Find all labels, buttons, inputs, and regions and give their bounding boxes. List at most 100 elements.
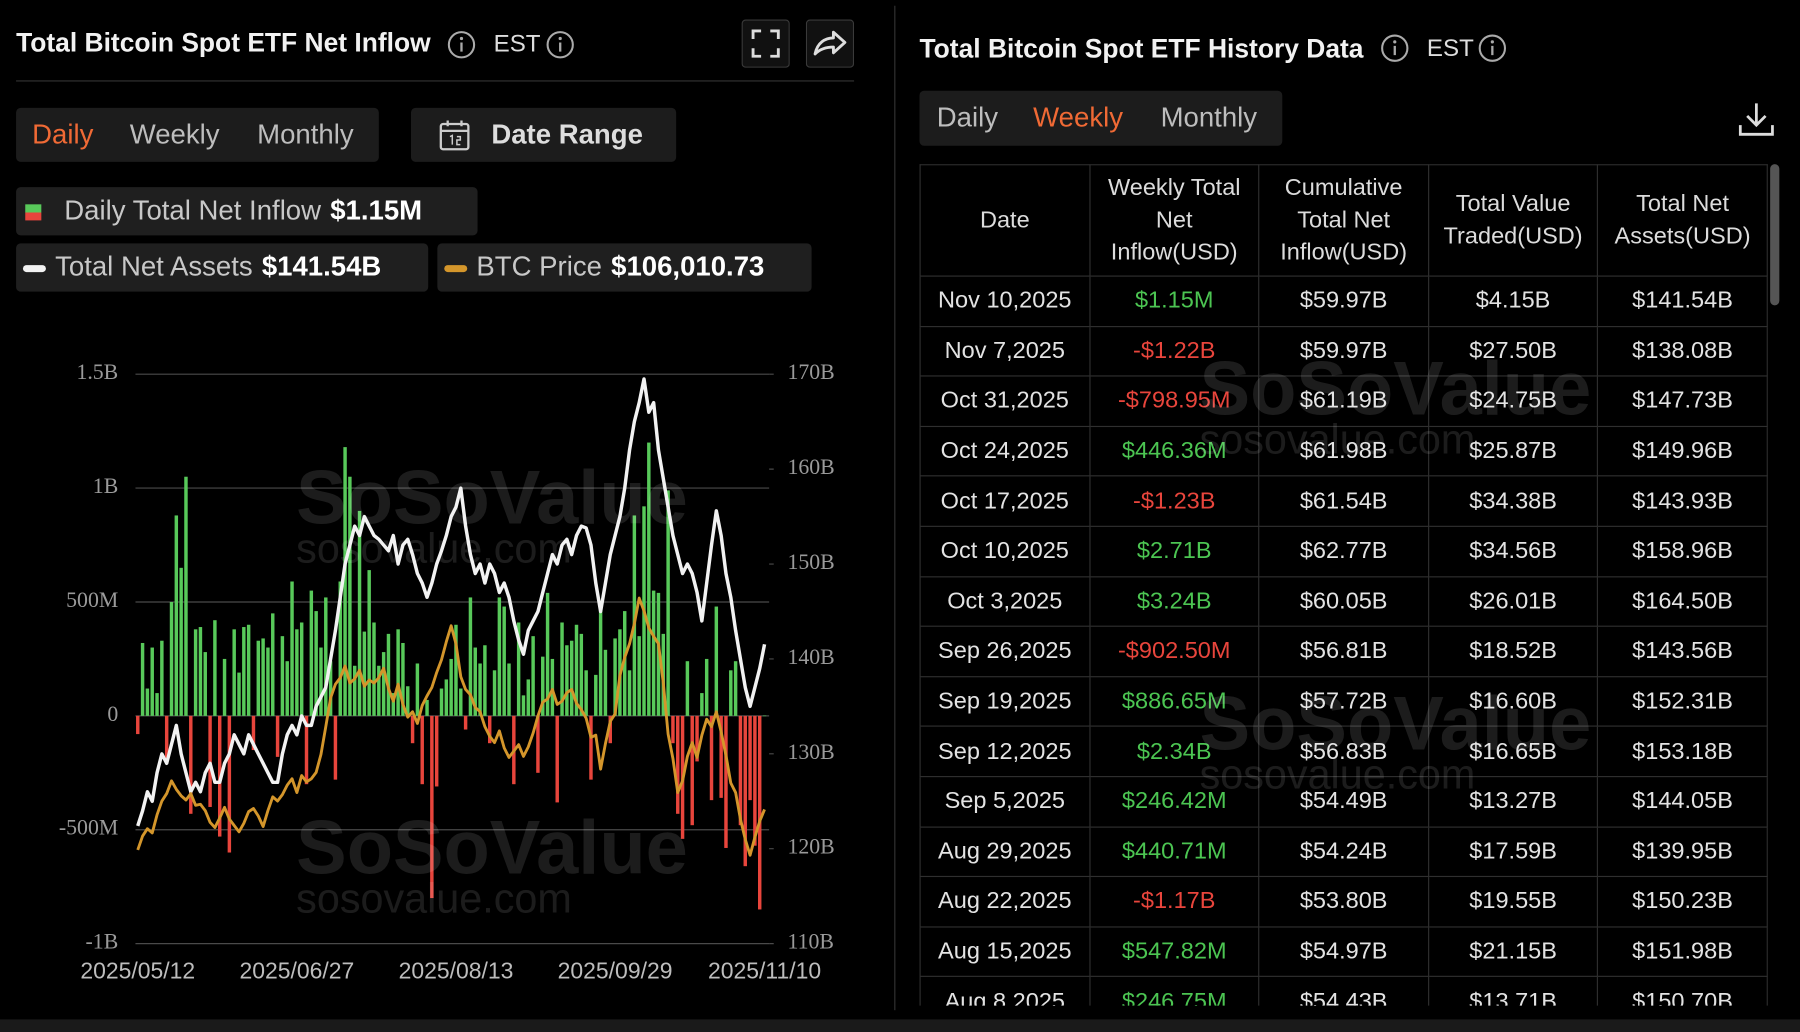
table-cell: $143.93B bbox=[1597, 475, 1768, 527]
bar bbox=[338, 581, 342, 716]
table-row[interactable]: Oct 17,2025 -$1.23B $61.54B $34.38B $143.93B bbox=[919, 475, 1768, 527]
bar bbox=[574, 624, 579, 716]
table-row[interactable]: Oct 10,2025 $2.71B $62.77B $34.56B $158.96B bbox=[919, 525, 1768, 577]
bar bbox=[401, 642, 405, 716]
table-cell: -$1.17B bbox=[1088, 876, 1260, 928]
bar bbox=[381, 652, 386, 716]
table-cell: Oct 17,2025 bbox=[919, 475, 1091, 527]
chart-title: Total Bitcoin Spot ETF Net Inflow bbox=[16, 27, 431, 58]
column-header[interactable]: Cumulative Total Net Inflow(USD) bbox=[1258, 164, 1429, 277]
bar bbox=[150, 647, 154, 716]
bar bbox=[724, 715, 728, 848]
tab[interactable]: Weekly bbox=[1033, 102, 1123, 134]
bar bbox=[232, 629, 236, 716]
tab[interactable]: Daily bbox=[32, 119, 94, 151]
table-cell: $25.87B bbox=[1427, 425, 1599, 477]
table-row[interactable]: Oct 3,2025 $3.24B $60.05B $26.01B $164.50B bbox=[919, 575, 1768, 627]
bar bbox=[647, 442, 651, 716]
table-cell: $4.15B bbox=[1427, 275, 1599, 327]
bar bbox=[280, 636, 285, 716]
bar bbox=[386, 633, 391, 716]
date-range-button[interactable]: Date Range bbox=[410, 107, 677, 162]
table-cell: $150.23B bbox=[1597, 876, 1768, 928]
share-button[interactable] bbox=[805, 19, 855, 68]
table-cell: $34.38B bbox=[1427, 475, 1599, 527]
table-row[interactable]: Aug 8,2025 $246.75M $54.43B $13.71B $150.70B bbox=[919, 976, 1768, 1006]
legend-item[interactable]: Total Net Assets $141.54B bbox=[16, 243, 429, 292]
fullscreen-button[interactable] bbox=[741, 19, 790, 68]
table-cell: $56.81B bbox=[1258, 625, 1429, 678]
table-cell: $246.75M bbox=[1088, 976, 1260, 1006]
bar bbox=[222, 658, 227, 716]
header-row: Date Weekly Total Net Inflow(USD) Cumulati… bbox=[919, 164, 1768, 277]
bar bbox=[410, 715, 415, 744]
download-button[interactable] bbox=[1736, 99, 1777, 140]
tab[interactable]: Daily bbox=[936, 102, 998, 134]
bar bbox=[348, 476, 352, 716]
bar bbox=[541, 656, 545, 716]
bar bbox=[333, 715, 338, 780]
bar bbox=[459, 688, 463, 716]
table-row[interactable]: Sep 26,2025 -$902.50M $56.81B $18.52B $143.5… bbox=[919, 625, 1768, 678]
table-row[interactable]: Sep 12,2025 $2.34B $56.83B $16.65B $153.18B bbox=[919, 725, 1768, 778]
y2-tick-label: 140B bbox=[787, 645, 834, 669]
tab[interactable]: Monthly bbox=[257, 119, 354, 151]
bar bbox=[507, 663, 511, 716]
table-row[interactable]: Oct 24,2025 $446.36M $61.98B $25.87B $149.96… bbox=[919, 425, 1768, 477]
table-cell: $141.54B bbox=[1597, 275, 1768, 327]
tab[interactable]: Weekly bbox=[129, 119, 220, 151]
x-tick-label: 2025/06/27 bbox=[239, 957, 354, 983]
bar bbox=[603, 649, 608, 716]
info-icon[interactable] bbox=[1477, 33, 1507, 63]
table-row[interactable]: Sep 19,2025 $886.65M $57.72B $16.60B $152.31… bbox=[919, 675, 1768, 728]
column-header[interactable]: Total Value Traded(USD) bbox=[1427, 164, 1599, 277]
bar bbox=[193, 629, 198, 716]
table-row[interactable]: Nov 10,2025 $1.15M $59.97B $4.15B $141.54B bbox=[919, 275, 1768, 327]
table-row[interactable]: Nov 7,2025 -$1.22B $59.97B $27.50B $138.08B bbox=[919, 325, 1768, 377]
info-icon[interactable] bbox=[545, 30, 575, 60]
bar bbox=[362, 631, 367, 716]
table-cell: Oct 31,2025 bbox=[919, 375, 1091, 427]
bar bbox=[613, 638, 617, 716]
column-header[interactable]: Date bbox=[919, 164, 1091, 277]
y2-tick-label: 130B bbox=[787, 740, 834, 764]
table-row[interactable]: Oct 31,2025 -$798.95M $61.19B $24.75B $147.7… bbox=[919, 375, 1768, 427]
table-cell: $153.18B bbox=[1597, 725, 1768, 778]
y-tick-label: -500M bbox=[59, 816, 118, 840]
column-header[interactable]: Weekly Total Net Inflow(USD) bbox=[1088, 164, 1260, 277]
table-cell: $21.15B bbox=[1427, 926, 1599, 978]
table-cell: Sep 12,2025 bbox=[919, 725, 1091, 778]
info-icon[interactable] bbox=[447, 30, 477, 60]
bar bbox=[738, 715, 743, 826]
y-tick-label: 500M bbox=[66, 588, 118, 612]
bar bbox=[285, 661, 289, 716]
table-cell: $886.65M bbox=[1088, 675, 1260, 728]
timezone: EST bbox=[493, 30, 541, 58]
tab[interactable]: Monthly bbox=[1160, 102, 1258, 134]
legend-label: Total Net Assets bbox=[55, 251, 253, 283]
bar bbox=[164, 715, 169, 762]
table-row[interactable]: Aug 22,2025 -$1.17B $53.80B $19.55B $150.23B bbox=[919, 876, 1768, 928]
scrollbar[interactable] bbox=[1770, 164, 1780, 306]
y2-tick-label: 150B bbox=[787, 550, 834, 574]
info-icon[interactable] bbox=[1380, 33, 1410, 63]
bar bbox=[463, 715, 468, 730]
bar bbox=[136, 715, 140, 735]
legend-item[interactable]: Daily Total Net Inflow $1.15M bbox=[16, 187, 478, 236]
table-row[interactable]: Aug 15,2025 $547.82M $54.97B $21.15B $151.98… bbox=[919, 926, 1768, 978]
bar bbox=[179, 567, 183, 716]
table-cell: $3.24B bbox=[1088, 575, 1260, 627]
bar bbox=[492, 670, 497, 716]
table-cell: $144.05B bbox=[1597, 775, 1768, 828]
table-cell: Oct 3,2025 bbox=[919, 575, 1091, 627]
legend-item[interactable]: BTC Price $106,010.73 bbox=[437, 243, 812, 292]
table-title: Total Bitcoin Spot ETF History Data bbox=[919, 33, 1364, 64]
bar bbox=[189, 715, 193, 814]
legend-value: $141.54B bbox=[261, 251, 382, 283]
y2-tick-label: 170B bbox=[787, 360, 834, 384]
table-row[interactable]: Sep 5,2025 $246.42M $54.49B $13.27B $144.05B bbox=[919, 775, 1768, 828]
column-header[interactable]: Total Net Assets(USD) bbox=[1597, 164, 1768, 277]
table-row[interactable]: Aug 29,2025 $440.71M $54.24B $17.59B $139.95… bbox=[919, 825, 1768, 878]
bar bbox=[545, 592, 550, 716]
bar bbox=[487, 715, 492, 744]
